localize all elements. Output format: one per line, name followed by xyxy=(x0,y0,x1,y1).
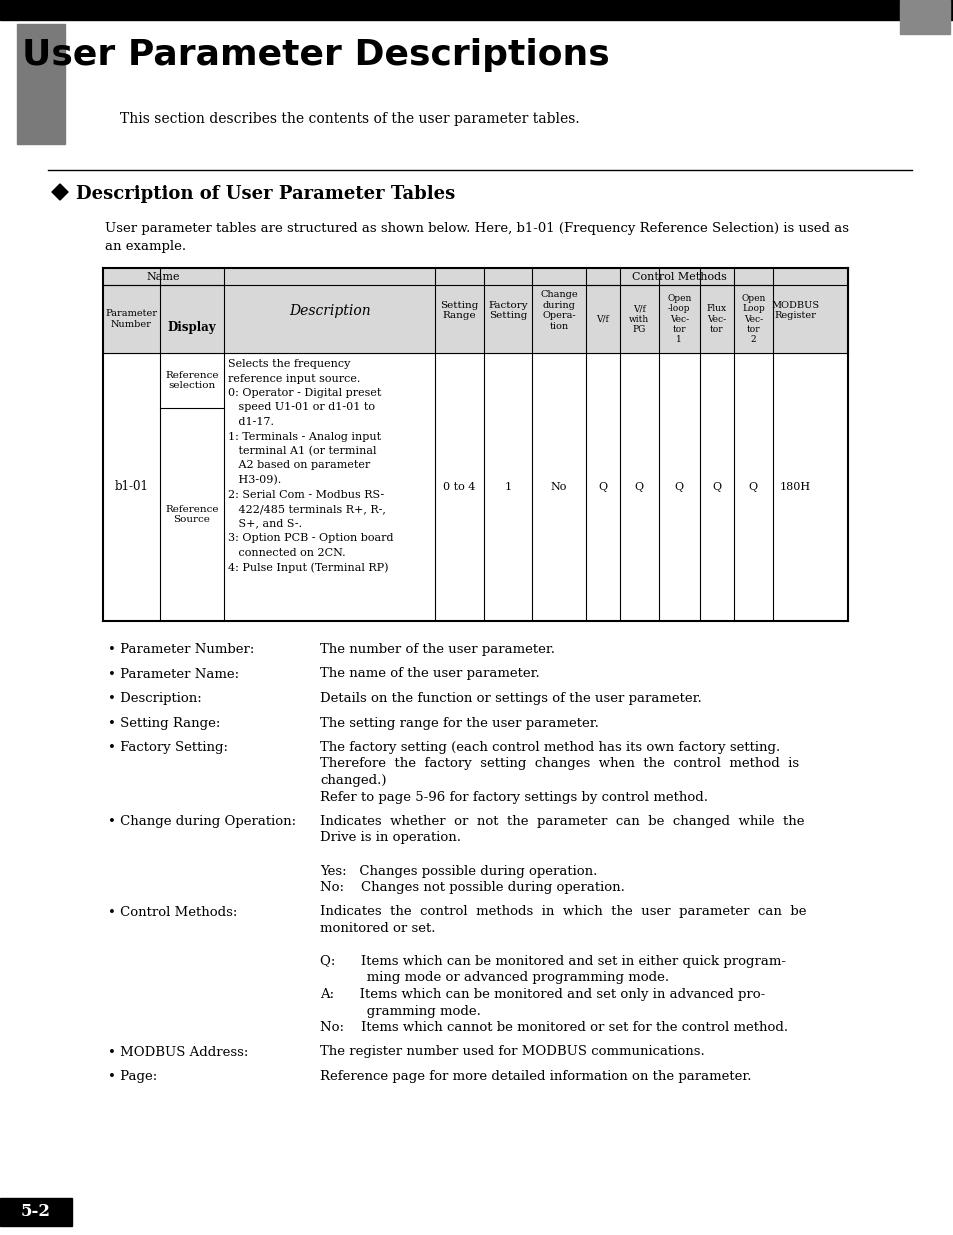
Text: A2 based on parameter: A2 based on parameter xyxy=(228,461,371,471)
Text: The setting range for the user parameter.: The setting range for the user parameter… xyxy=(319,716,598,730)
Text: 0 to 4: 0 to 4 xyxy=(443,482,476,492)
Text: gramming mode.: gramming mode. xyxy=(319,1004,480,1018)
Text: Drive is in operation.: Drive is in operation. xyxy=(319,831,460,845)
Text: Q: Q xyxy=(598,482,607,492)
Bar xyxy=(899,0,949,35)
Text: Control Methods: Control Methods xyxy=(631,272,726,282)
Text: d1-17.: d1-17. xyxy=(228,417,274,427)
Text: User Parameter Descriptions: User Parameter Descriptions xyxy=(22,38,609,72)
Text: This section describes the contents of the user parameter tables.: This section describes the contents of t… xyxy=(120,112,579,126)
Text: Q: Q xyxy=(712,482,720,492)
Text: No: No xyxy=(550,482,566,492)
Text: Indicates  whether  or  not  the  parameter  can  be  changed  while  the: Indicates whether or not the parameter c… xyxy=(319,815,803,827)
Text: MODBUS
Register: MODBUS Register xyxy=(771,301,819,320)
Bar xyxy=(0,1198,71,1226)
Text: Indicates  the  control  methods  in  which  the  user  parameter  can  be: Indicates the control methods in which t… xyxy=(319,905,805,919)
Text: • Parameter Number:: • Parameter Number: xyxy=(108,643,254,656)
Text: Change
during
Opera-
tion: Change during Opera- tion xyxy=(539,290,578,331)
Text: The name of the user parameter.: The name of the user parameter. xyxy=(319,667,539,680)
Text: Factory
Setting: Factory Setting xyxy=(488,301,527,320)
Text: • Change during Operation:: • Change during Operation: xyxy=(108,815,295,827)
Text: V/f
with
PG: V/f with PG xyxy=(629,304,649,333)
Text: Open
Loop
Vec-
tor
2: Open Loop Vec- tor 2 xyxy=(740,294,764,345)
Text: Open
-loop
Vec-
tor
1: Open -loop Vec- tor 1 xyxy=(666,294,691,345)
Text: Q: Q xyxy=(674,482,683,492)
Bar xyxy=(0,0,953,20)
Text: Parameter
Number: Parameter Number xyxy=(105,309,157,329)
Text: • Parameter Name:: • Parameter Name: xyxy=(108,667,239,680)
Text: connected on 2CN.: connected on 2CN. xyxy=(228,547,346,557)
Text: Display: Display xyxy=(168,321,216,333)
Text: 3: Option PCB - Option board: 3: Option PCB - Option board xyxy=(228,534,394,543)
Text: Setting
Range: Setting Range xyxy=(440,301,478,320)
Text: 180H: 180H xyxy=(780,482,810,492)
Text: Details on the function or settings of the user parameter.: Details on the function or settings of t… xyxy=(319,692,701,705)
Text: V/f: V/f xyxy=(596,315,609,324)
Text: The register number used for MODBUS communications.: The register number used for MODBUS comm… xyxy=(319,1046,704,1058)
Text: A:      Items which can be monitored and set only in advanced pro-: A: Items which can be monitored and set … xyxy=(319,988,764,1002)
Text: • Factory Setting:: • Factory Setting: xyxy=(108,741,228,755)
Text: 5-2: 5-2 xyxy=(21,1203,51,1220)
Text: Description: Description xyxy=(289,304,371,317)
Text: Name: Name xyxy=(147,272,180,282)
Text: • Page:: • Page: xyxy=(108,1070,157,1083)
Text: Reference
Source: Reference Source xyxy=(165,505,218,524)
Text: Q: Q xyxy=(748,482,757,492)
Text: The number of the user parameter.: The number of the user parameter. xyxy=(319,643,555,656)
Text: Reference
selection: Reference selection xyxy=(165,370,218,390)
Text: • Control Methods:: • Control Methods: xyxy=(108,905,237,919)
Text: Q: Q xyxy=(634,482,643,492)
Text: terminal A1 (or terminal: terminal A1 (or terminal xyxy=(228,446,376,456)
Text: monitored or set.: monitored or set. xyxy=(319,923,435,935)
Text: Reference page for more detailed information on the parameter.: Reference page for more detailed informa… xyxy=(319,1070,751,1083)
Text: Therefore  the  factory  setting  changes  when  the  control  method  is: Therefore the factory setting changes wh… xyxy=(319,757,799,771)
Text: Yes:   Changes possible during operation.: Yes: Changes possible during operation. xyxy=(319,864,597,878)
Text: 4: Pulse Input (Terminal RP): 4: Pulse Input (Terminal RP) xyxy=(228,562,389,573)
Bar xyxy=(103,268,847,353)
Polygon shape xyxy=(52,184,68,200)
Text: No:    Changes not possible during operation.: No: Changes not possible during operatio… xyxy=(319,881,624,894)
Text: • Description:: • Description: xyxy=(108,692,201,705)
Text: H3-09).: H3-09). xyxy=(228,475,281,485)
Text: speed U1-01 or d1-01 to: speed U1-01 or d1-01 to xyxy=(228,403,375,412)
Text: 1: 1 xyxy=(504,482,511,492)
Text: 422/485 terminals R+, R-,: 422/485 terminals R+, R-, xyxy=(228,504,386,514)
Text: User parameter tables are structured as shown below. Here, b1-01 (Frequency Refe: User parameter tables are structured as … xyxy=(105,222,848,235)
Text: Refer to page 5-96 for factory settings by control method.: Refer to page 5-96 for factory settings … xyxy=(319,790,707,804)
Text: 1: Terminals - Analog input: 1: Terminals - Analog input xyxy=(228,431,381,441)
Text: an example.: an example. xyxy=(105,240,186,253)
Bar xyxy=(17,23,65,144)
Text: The factory setting (each control method has its own factory setting.: The factory setting (each control method… xyxy=(319,741,780,755)
Text: Flux
Vec-
tor: Flux Vec- tor xyxy=(706,304,726,333)
Text: 2: Serial Com - Modbus RS-: 2: Serial Com - Modbus RS- xyxy=(228,489,384,499)
Text: No:    Items which cannot be monitored or set for the control method.: No: Items which cannot be monitored or s… xyxy=(319,1021,787,1034)
Text: Q:      Items which can be monitored and set in either quick program-: Q: Items which can be monitored and set … xyxy=(319,955,785,968)
Text: ming mode or advanced programming mode.: ming mode or advanced programming mode. xyxy=(319,972,668,984)
Text: b1-01: b1-01 xyxy=(114,480,148,494)
Text: Description of User Parameter Tables: Description of User Parameter Tables xyxy=(76,185,455,203)
Text: Selects the frequency: Selects the frequency xyxy=(228,359,351,369)
Text: reference input source.: reference input source. xyxy=(228,373,360,384)
Text: S+, and S-.: S+, and S-. xyxy=(228,519,302,529)
Text: changed.): changed.) xyxy=(319,774,386,787)
Text: • MODBUS Address:: • MODBUS Address: xyxy=(108,1046,248,1058)
Text: • Setting Range:: • Setting Range: xyxy=(108,716,220,730)
Text: 0: Operator - Digital preset: 0: Operator - Digital preset xyxy=(228,388,381,398)
